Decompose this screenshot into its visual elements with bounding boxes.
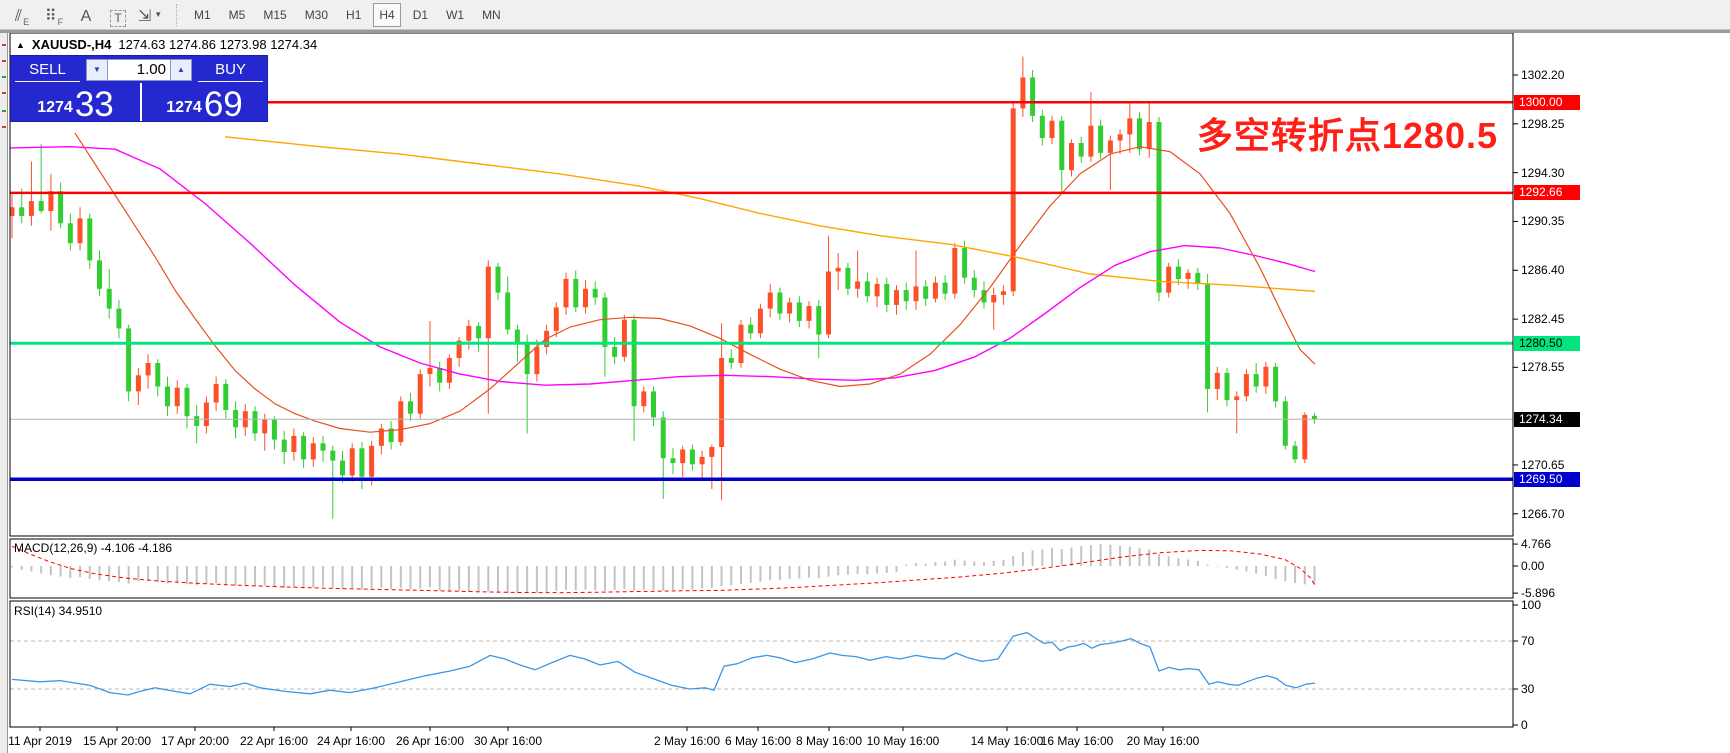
fibonacci-grid-icon[interactable]: ⠿ F bbox=[40, 3, 68, 27]
price-axis-label: 1282.45 bbox=[1521, 312, 1565, 327]
date-axis-label: 10 May 16:00 bbox=[866, 734, 940, 748]
timeframe-m30-button[interactable]: M30 bbox=[299, 3, 334, 27]
timeframe-m15-button[interactable]: M15 bbox=[257, 3, 292, 27]
price-axis-label: 1298.25 bbox=[1521, 116, 1565, 131]
timeframe-mn-button[interactable]: MN bbox=[476, 3, 507, 27]
rsi-axis-label: 100 bbox=[1521, 598, 1542, 612]
price-level-label: 1292.66 bbox=[1514, 185, 1580, 201]
price-level-label: 1300.00 bbox=[1514, 94, 1580, 110]
price-axis-label: 1290.35 bbox=[1521, 214, 1565, 229]
collapse-icon[interactable]: ▲ bbox=[16, 39, 25, 50]
volume-decrease-button[interactable]: ▼ bbox=[86, 58, 108, 81]
volume-input[interactable] bbox=[108, 58, 170, 81]
rsi-indicator-label: RSI(14) 34.9510 bbox=[14, 604, 103, 618]
date-axis-label: 6 May 16:00 bbox=[724, 734, 792, 748]
date-axis-label: 17 Apr 20:00 bbox=[160, 734, 230, 748]
price-level-label: 1269.50 bbox=[1514, 471, 1580, 487]
macd-indicator-label: MACD(12,26,9) -4.106 -4.186 bbox=[14, 541, 173, 555]
elliott-wave-icon[interactable]: ⫽ E bbox=[8, 3, 36, 27]
text-icon: A bbox=[80, 7, 92, 25]
rsi-axis-label: 30 bbox=[1521, 682, 1535, 696]
date-axis-label: 24 Apr 16:00 bbox=[316, 734, 386, 748]
date-axis-label: 15 Apr 20:00 bbox=[82, 734, 152, 748]
turning-point-annotation: 多空转折点1280.5 bbox=[1196, 115, 1498, 156]
price-axis-label: 1294.30 bbox=[1521, 165, 1565, 180]
gutter-mark bbox=[2, 44, 6, 46]
price-axis-label: 1286.40 bbox=[1521, 263, 1565, 278]
date-axis-label: 14 May 16:00 bbox=[970, 734, 1044, 748]
toolbar-separator bbox=[176, 3, 177, 26]
sell-price-big: 33 bbox=[74, 85, 114, 124]
price-axis-label: 1270.65 bbox=[1521, 457, 1565, 472]
market-watch-edge[interactable] bbox=[0, 33, 8, 753]
gutter-mark bbox=[2, 60, 6, 62]
buy-price-small: 1274 bbox=[166, 99, 202, 116]
text-label-icon[interactable]: T bbox=[104, 3, 132, 27]
date-axis-label: 22 Apr 16:00 bbox=[239, 734, 309, 748]
macd-axis-label: -5.896 bbox=[1521, 586, 1556, 601]
timeframe-d1-button[interactable]: D1 bbox=[407, 3, 434, 27]
rsi-axis-label: 70 bbox=[1521, 634, 1535, 648]
arrow-tools-icon: ⇲ bbox=[137, 7, 152, 25]
fibonacci-grid-icon: ⠿ bbox=[44, 7, 57, 25]
gutter-mark bbox=[2, 110, 6, 112]
timeframe-w1-button[interactable]: W1 bbox=[440, 3, 470, 27]
timeframe-m1-button[interactable]: M1 bbox=[188, 3, 217, 27]
date-axis-label: 11 Apr 2019 bbox=[8, 734, 72, 748]
ohlc-values: 1274.63 1274.86 1273.98 1274.34 bbox=[118, 37, 318, 52]
elliott-wave-icon: ⫽ bbox=[14, 7, 23, 25]
price-level-label: 1280.50 bbox=[1514, 335, 1580, 351]
timeframe-h1-button[interactable]: H1 bbox=[340, 3, 367, 27]
price-axis-label: 1278.55 bbox=[1521, 360, 1565, 375]
volume-increase-button[interactable]: ▲ bbox=[170, 58, 192, 81]
sell-price-small: 1274 bbox=[37, 99, 73, 116]
symbol-title: XAUUSD-,H4 bbox=[31, 37, 112, 52]
arrow-tools-icon[interactable]: ⇲ ▼ bbox=[136, 3, 164, 27]
price-axis-label: 1266.70 bbox=[1521, 506, 1565, 521]
date-axis-label: 30 Apr 16:00 bbox=[473, 734, 543, 748]
gutter-mark bbox=[2, 92, 6, 94]
text-icon[interactable]: A bbox=[72, 3, 100, 27]
text-label-icon: T bbox=[110, 9, 126, 27]
date-axis-label: 20 May 16:00 bbox=[1126, 734, 1200, 748]
macd-axis-label: 0.00 bbox=[1521, 559, 1545, 573]
one-click-trading-panel: SELL ▼ ▲ BUY 1274 33 1274 69 bbox=[10, 55, 268, 124]
date-axis-label: 8 May 16:00 bbox=[795, 734, 863, 748]
rsi-axis-label: 0 bbox=[1521, 718, 1528, 732]
price-axis-label: 1302.20 bbox=[1521, 68, 1565, 82]
gutter-mark bbox=[2, 76, 6, 78]
buy-price[interactable]: 1274 69 bbox=[140, 83, 267, 124]
timeframe-m5-button[interactable]: M5 bbox=[223, 3, 252, 27]
date-axis-label: 2 May 16:00 bbox=[653, 734, 721, 748]
gutter-mark bbox=[2, 126, 6, 128]
buy-price-big: 69 bbox=[203, 85, 243, 124]
buy-button[interactable]: BUY bbox=[194, 56, 267, 83]
window-top-edge bbox=[0, 30, 1730, 33]
toolbar: ⫽ E ⠿ F A T ⇲ ▼ M1 M5 M15 M30 H1 H4 D1 W1 MN bbox=[0, 0, 1730, 30]
sell-button[interactable]: SELL bbox=[11, 56, 84, 83]
date-axis-label: 26 Apr 16:00 bbox=[395, 734, 465, 748]
timeframe-h4-button[interactable]: H4 bbox=[373, 2, 401, 27]
chart-title-bar: ▲ XAUUSD-,H4 1274.63 1274.86 1273.98 127… bbox=[16, 37, 317, 52]
macd-axis-label: 4.766 bbox=[1521, 537, 1552, 552]
date-axis-label: 16 May 16:00 bbox=[1040, 734, 1114, 748]
price-level-label: 1274.34 bbox=[1514, 411, 1580, 427]
chevron-down-icon[interactable]: ▼ bbox=[154, 10, 163, 19]
sell-price[interactable]: 1274 33 bbox=[11, 83, 140, 124]
